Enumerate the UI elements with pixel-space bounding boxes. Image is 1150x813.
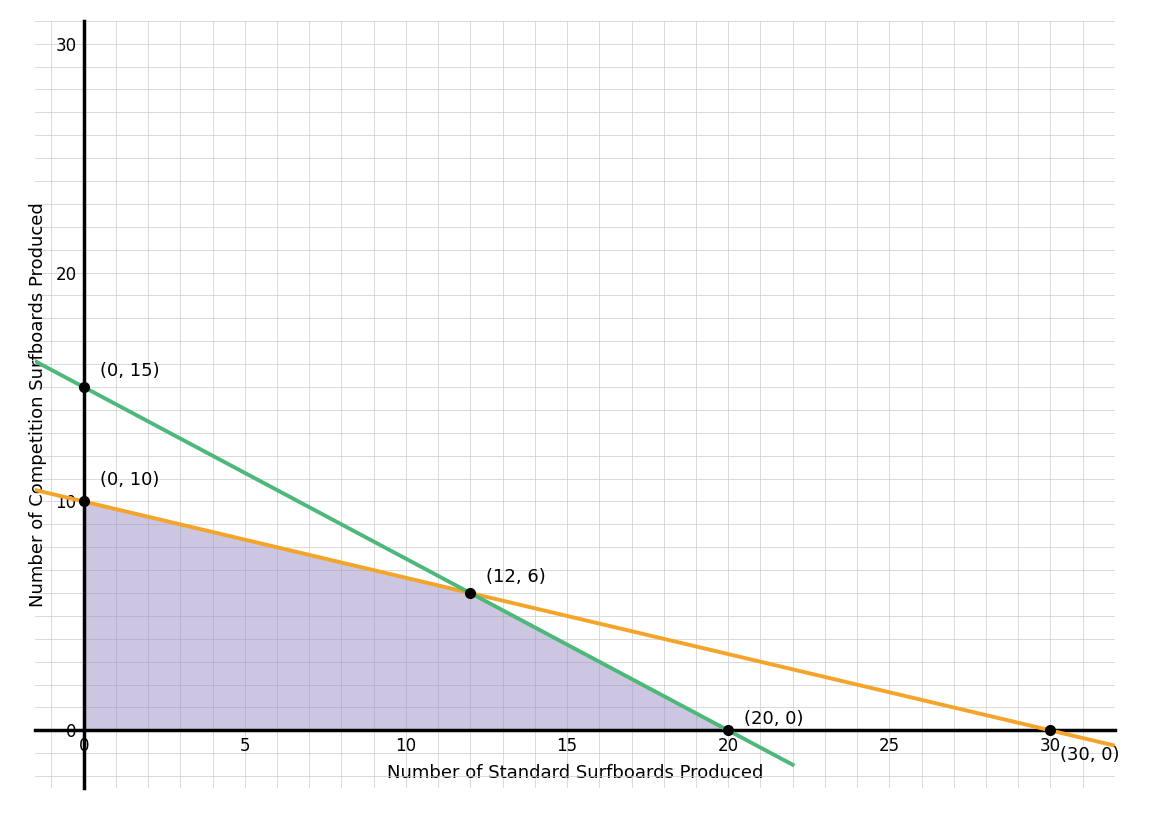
Text: (0, 10): (0, 10) [100,472,159,489]
Text: (30, 0): (30, 0) [1060,746,1120,764]
Text: (12, 6): (12, 6) [486,567,546,585]
Polygon shape [84,502,728,730]
Y-axis label: Number of Competition Surfboards Produced: Number of Competition Surfboards Produce… [29,202,47,606]
Text: (0, 15): (0, 15) [100,362,160,380]
X-axis label: Number of Standard Surfboards Produced: Number of Standard Surfboards Produced [386,763,764,781]
Text: (20, 0): (20, 0) [744,710,804,728]
